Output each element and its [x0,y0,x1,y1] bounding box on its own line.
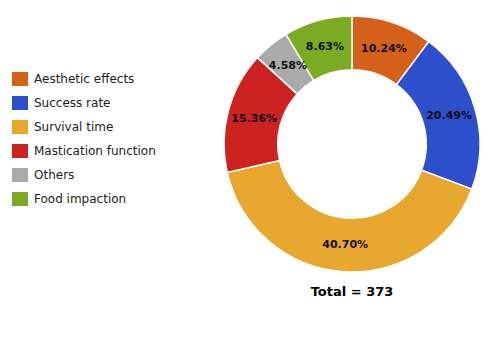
legend-item: Others [12,168,74,182]
legend-swatch [12,192,28,206]
legend: Aesthetic effects Success rate Survival ti… [12,72,156,206]
legend-label: Aesthetic effects [34,72,134,86]
data-label: 15.36% [231,112,277,125]
legend-label: Survival time [34,120,113,134]
legend-label: Others [34,168,74,182]
legend-item: Survival time [12,120,113,134]
legend-label: Food impaction [34,192,126,206]
slice [227,161,472,272]
legend-swatch [12,96,28,110]
legend-swatch [12,120,28,134]
legend-item: Aesthetic effects [12,72,134,86]
data-label: 40.70% [322,238,368,251]
data-label: 4.58% [269,59,307,72]
slice [397,42,480,190]
data-label: 8.63% [306,40,344,53]
donut [224,16,480,272]
legend-item: Mastication function [12,144,156,158]
legend-swatch [12,72,28,86]
data-label: 10.24% [361,42,407,55]
legend-label: Success rate [34,96,111,110]
annotation: Total = 373 [311,284,394,299]
data-label: 20.49% [426,109,472,122]
chart: 10.24% 20.49% 40.70% 15.36% 4.58% 8.63% Total … [0,0,500,344]
legend-label: Mastication function [34,144,156,158]
legend-item: Food impaction [12,192,126,206]
legend-swatch [12,168,28,182]
legend-swatch [12,144,28,158]
data-labels: 10.24% 20.49% 40.70% 15.36% 4.58% 8.63% [231,40,472,251]
legend-item: Success rate [12,96,111,110]
